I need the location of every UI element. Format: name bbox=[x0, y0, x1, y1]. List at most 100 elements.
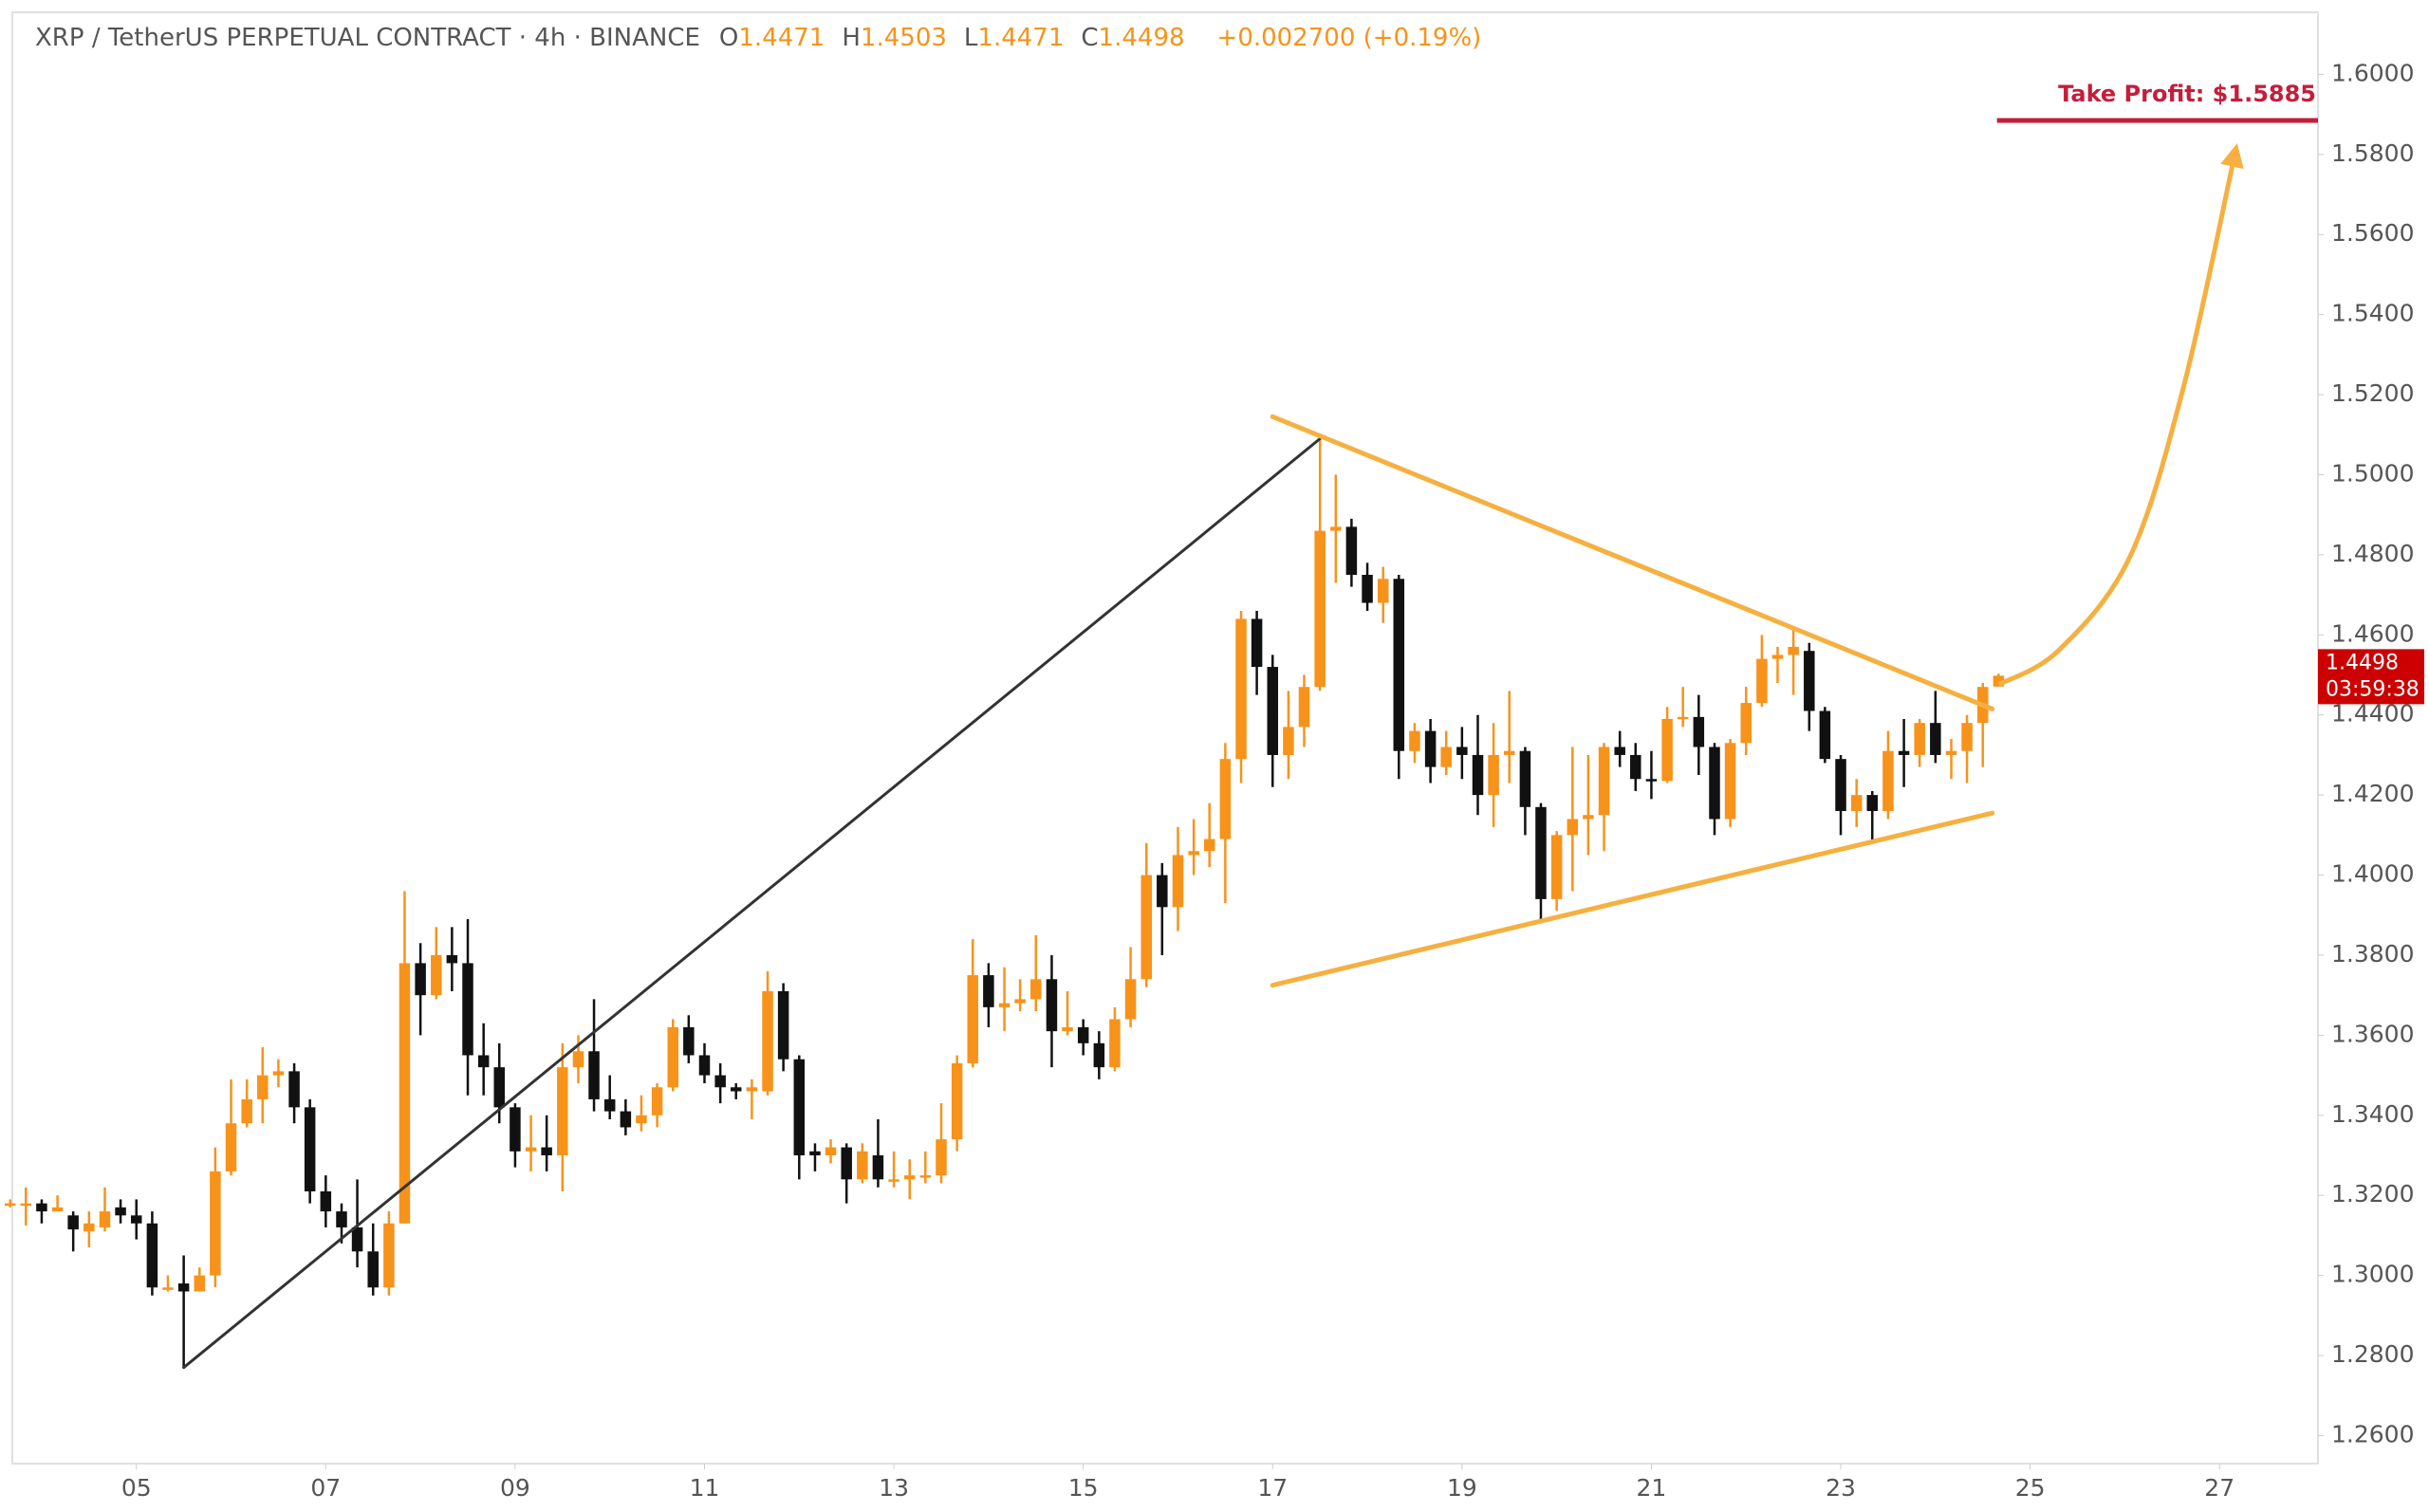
candle-body bbox=[1709, 747, 1720, 820]
candle-body bbox=[320, 1190, 332, 1212]
candle-body bbox=[1804, 651, 1815, 711]
x-tick-label: 21 bbox=[1637, 1474, 1667, 1502]
candle-body bbox=[793, 1059, 806, 1156]
plot-frame bbox=[11, 11, 2319, 1465]
candle-body bbox=[651, 1087, 663, 1116]
x-tick-label: 07 bbox=[310, 1474, 341, 1502]
candle-body bbox=[998, 1003, 1011, 1007]
candle-body bbox=[336, 1211, 347, 1227]
candle-body bbox=[1424, 730, 1437, 767]
candle-body bbox=[1550, 835, 1563, 899]
candle-body bbox=[210, 1171, 221, 1276]
candle-body bbox=[51, 1207, 64, 1212]
candle-body bbox=[809, 1151, 821, 1156]
candle-body bbox=[620, 1111, 632, 1128]
trend-line bbox=[182, 437, 1322, 1370]
candle-body bbox=[99, 1211, 111, 1227]
y-tick-label: 1.4400 bbox=[2331, 700, 2414, 728]
ohlc-letter: O bbox=[719, 24, 738, 52]
candle-body bbox=[698, 1055, 711, 1076]
candle-body bbox=[462, 963, 473, 1056]
candle-body bbox=[746, 1087, 758, 1092]
candle-body bbox=[1456, 747, 1468, 755]
candle-body bbox=[367, 1251, 379, 1288]
price-tag-countdown: 03:59:38 bbox=[2326, 677, 2420, 701]
candle-body bbox=[1961, 723, 1973, 751]
candle-body bbox=[1330, 526, 1342, 531]
candle-body bbox=[1157, 875, 1168, 908]
candle-body bbox=[1614, 747, 1625, 755]
candle-body bbox=[825, 1147, 837, 1156]
y-tick-label: 1.4600 bbox=[2331, 619, 2414, 647]
candle-body bbox=[1472, 754, 1484, 796]
candle-body bbox=[777, 990, 789, 1060]
ohlc-letter: H bbox=[842, 24, 861, 52]
candle-body bbox=[383, 1223, 395, 1288]
candle-body bbox=[272, 1071, 285, 1076]
candle-body bbox=[1567, 819, 1579, 836]
candle-body bbox=[1504, 750, 1515, 755]
candle-body bbox=[399, 963, 411, 1224]
candle-body bbox=[1093, 1042, 1105, 1068]
price-tag bbox=[2318, 649, 2424, 705]
y-tick-label: 1.4000 bbox=[2331, 860, 2414, 888]
candle-body bbox=[1835, 759, 1846, 812]
candle-body bbox=[1235, 618, 1247, 760]
x-tick-label: 13 bbox=[879, 1474, 909, 1502]
candle-body bbox=[1535, 806, 1547, 899]
ohlc-value: 1.4471 bbox=[738, 24, 825, 52]
candle-body bbox=[730, 1087, 742, 1092]
candle-body bbox=[1724, 743, 1736, 820]
candle-body bbox=[1693, 716, 1705, 747]
candle-body bbox=[936, 1139, 947, 1176]
candle-body bbox=[1519, 750, 1531, 807]
candle-body bbox=[446, 954, 458, 964]
candle-body bbox=[1046, 979, 1058, 1032]
trend-line bbox=[1270, 810, 1995, 988]
candle-body bbox=[477, 1055, 490, 1068]
candle-body bbox=[1771, 655, 1784, 659]
candle-body bbox=[20, 1203, 32, 1207]
y-tick-label: 1.5800 bbox=[2331, 139, 2414, 167]
candle-body bbox=[115, 1207, 126, 1216]
candle-body bbox=[1219, 759, 1232, 839]
y-tick-label: 1.2600 bbox=[2331, 1420, 2414, 1447]
ohlc-letter: L bbox=[964, 24, 978, 52]
candle-body bbox=[1583, 815, 1594, 820]
candle-body bbox=[762, 990, 773, 1092]
candle-body bbox=[1362, 575, 1373, 603]
x-tick-label: 15 bbox=[1068, 1474, 1099, 1502]
candle-body bbox=[1740, 703, 1752, 744]
candle-body bbox=[36, 1203, 47, 1212]
y-tick-label: 1.5600 bbox=[2331, 219, 2414, 247]
y-tick-label: 1.6000 bbox=[2331, 59, 2414, 86]
ohlc-value: 1.4471 bbox=[977, 24, 1064, 52]
candle-body bbox=[603, 1098, 616, 1112]
candle-body bbox=[857, 1151, 868, 1180]
candle-body bbox=[1377, 579, 1389, 603]
candle-body bbox=[431, 954, 442, 996]
x-tick-label: 19 bbox=[1447, 1474, 1477, 1502]
header: XRP / TetherUS PERPETUAL CONTRACT · 4h ·… bbox=[35, 24, 1481, 52]
y-tick-label: 1.4200 bbox=[2331, 780, 2414, 807]
candle-body bbox=[1298, 687, 1310, 728]
candle-body bbox=[1014, 999, 1026, 1004]
candle-body bbox=[1030, 979, 1042, 1000]
candle-body bbox=[888, 1179, 899, 1182]
candle-body bbox=[919, 1175, 932, 1178]
candle-body bbox=[493, 1067, 505, 1108]
candle-body bbox=[83, 1223, 95, 1232]
candle-body bbox=[351, 1226, 363, 1252]
candle-body bbox=[1645, 779, 1658, 782]
candle-body bbox=[257, 1075, 269, 1099]
candle-body bbox=[572, 1051, 584, 1068]
candle-body bbox=[146, 1223, 158, 1288]
y-tick-label: 1.3200 bbox=[2331, 1180, 2414, 1208]
candle-body bbox=[1109, 1019, 1121, 1068]
x-tick-label: 11 bbox=[690, 1474, 720, 1502]
candle-body bbox=[415, 963, 426, 996]
price-tag-value: 1.4498 bbox=[2326, 651, 2399, 674]
y-tick-label: 1.3800 bbox=[2331, 940, 2414, 968]
candle-body bbox=[904, 1175, 916, 1180]
candle-body bbox=[162, 1287, 174, 1290]
